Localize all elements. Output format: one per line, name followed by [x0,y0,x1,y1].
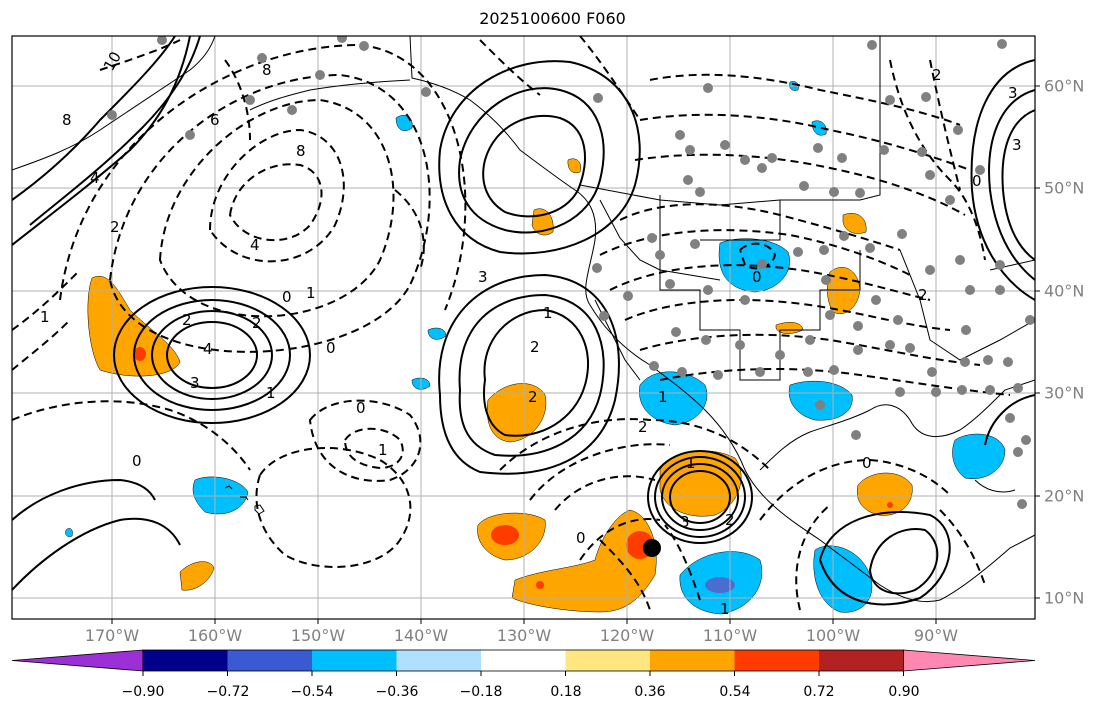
strong-positive-anomaly-areas [134,347,893,589]
contour-label: 1 [378,441,388,459]
colorbar-tick-label: −0.90 [121,684,165,700]
contour-label: 2 [110,218,120,236]
colorbar-tick-label: −0.54 [290,684,334,700]
colorbar-tick-label: 0.90 [888,684,920,700]
contour-label: 4 [250,236,260,254]
contour-label: 8 [62,111,72,129]
contour-label: 2 [932,66,942,84]
contour-label: 2 [252,314,262,332]
contour-label: 3 [1008,84,1018,102]
contour-label: 8 [262,61,272,79]
colorbar-tick-label: 0.54 [719,684,751,700]
contour-label: 3 [680,513,690,531]
contour-label: 0 [752,268,762,286]
lon-label: 120°W [599,626,655,645]
lon-label: 110°W [702,626,758,645]
contour-label: 0 [326,339,336,357]
lon-label: 150°W [290,626,346,645]
contour-label: 8 [296,142,306,160]
contour-label: 3 [190,374,200,392]
lon-label: 100°W [805,626,861,645]
contour-label: 0 [862,454,872,472]
contour-label: 0 [132,452,142,470]
contour-label: 1 [543,304,553,322]
lat-label: 10°N [1044,588,1085,608]
dashed-contours [12,36,1011,611]
colorbar-tick-label: 0.72 [803,684,835,700]
contour-label: 0 [282,288,292,306]
colorbar-tick-label: −0.72 [206,684,250,700]
contour-label: 3 [478,268,488,286]
contour-label: 1 [686,454,696,472]
contour-label: 1 [40,308,50,326]
contour-label: 1 [720,600,730,618]
map-title: 2025100600 F060 [479,9,626,28]
lon-label: 130°W [496,626,552,645]
contour-label: 3 [1012,136,1022,154]
observation-stations [107,36,1035,509]
contour-label: 2 [918,286,928,304]
contour-label: 0 [356,399,366,417]
lon-label: 140°W [393,626,449,645]
strong-negative-anomaly-areas [705,577,735,593]
contour-label: 6 [210,111,220,129]
contour-label: 4 [90,169,100,187]
contour-label: 0 [972,172,982,190]
lat-label: 50°N [1044,178,1085,198]
contour-label: 2 [182,311,192,329]
lon-label: 90°W [913,626,959,645]
colorbar-tick-label: 0.36 [634,684,666,700]
contour-label: 4 [203,340,213,358]
contour-label: 1 [658,388,668,406]
contour-label: 1 [306,284,316,302]
contour-label: 2 [530,338,540,356]
lon-label: 170°W [84,626,140,645]
lat-label: 40°N [1044,281,1085,301]
colorbar-tick-label: 0.18 [550,684,582,700]
contour-label: 2 [638,418,648,436]
hawaii-islands [224,485,265,515]
lat-label: 30°N [1044,383,1085,403]
storm-center-marker [643,539,661,557]
colorbar-tick-label: −0.36 [375,684,419,700]
contour-label: 2 [725,511,735,529]
contour-label: 1 [266,384,276,402]
lat-ticks [1035,85,1040,599]
contour-label: 0 [576,529,586,547]
lat-label: 20°N [1044,486,1085,506]
solid-contours [12,36,1035,606]
lon-label: 160°W [187,626,243,645]
lat-label: 60°N [1044,76,1085,96]
colorbar-tick-label: −0.18 [459,684,503,700]
lon-ticks [111,619,937,624]
contour-label: 2 [528,388,538,406]
